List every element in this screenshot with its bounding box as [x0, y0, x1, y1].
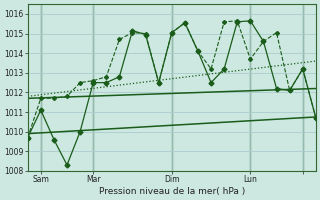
- X-axis label: Pression niveau de la mer( hPa ): Pression niveau de la mer( hPa ): [99, 187, 245, 196]
